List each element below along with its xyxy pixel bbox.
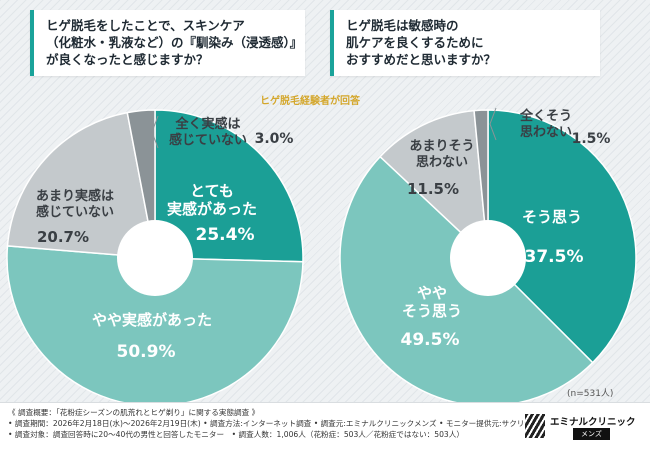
survey-summary-line: 《 調査概要：「花粉症シーズンの肌荒れとヒゲ剃り」に関する実態調査 》 [8, 408, 260, 417]
pie-1-slice-1-value: 25.4% [196, 225, 255, 245]
sample-size: (n=531人) [567, 389, 614, 399]
pie-1-callout-bracket [151, 115, 159, 149]
pie-1-slice-4-label: 全く実感は感じていない [169, 116, 247, 148]
footer: 《 調査概要：「花粉症シーズンの肌荒れとヒゲ剃り」に関する実態調査 》 • 調査… [0, 402, 650, 451]
pie-2-callout-bracket [489, 107, 497, 141]
pie-1-slice-1-label: とても実感があった [167, 182, 257, 218]
pie-2-slice-3 [379, 109, 489, 260]
pie-1-slice-3 [6, 111, 156, 259]
pie-1-slice-4-value: 3.0% [255, 131, 294, 147]
pie-2-slice-1-value: 37.5% [525, 247, 584, 267]
survey-summary-line: • 調査対象：調査回答時に20〜40代の男性と回答したモニター • 調査人数：1… [8, 430, 464, 439]
pie-1-slice-3-label: あまり実感は感じていない [36, 188, 114, 220]
respondent-note: ヒゲ脱毛経験者が回答 [260, 96, 360, 107]
question-1-box: ヒゲ脱毛をしたことで、スキンケア （化粧水・乳液など）の『馴染み（浸透感）』 が… [30, 10, 305, 76]
pie-1-slice-1 [154, 109, 304, 263]
question-2-line: おすすめだと思いますか？ [346, 52, 497, 67]
logo-name: エミナルクリニック [550, 417, 636, 428]
question-2-line: 肌ケアを良くするために [346, 35, 484, 50]
question-1-line: ヒゲ脱毛をしたことで、スキンケア [46, 18, 245, 33]
question-2-box: ヒゲ脱毛は敏感時の 肌ケアを良くするために おすすめだと思いますか？ [330, 10, 600, 76]
pie-2-slice-1 [487, 109, 637, 364]
clinic-logo: エミナルクリニック メンズ [525, 412, 643, 442]
pie-1-slice-3-value: 20.7% [37, 228, 89, 246]
pie-2-slice-1-label: そう思う [522, 208, 582, 226]
pie-2-slice-2-value: 49.5% [401, 330, 460, 350]
logo-sub: メンズ [573, 428, 610, 440]
question-2-line: ヒゲ脱毛は敏感時の [346, 18, 459, 33]
survey-summary-line: • 調査期間：2026年2月18日(水)〜2026年2月19日(木) • 調査方… [8, 419, 532, 428]
logo-mark-icon [525, 414, 545, 438]
pie-2-slice-2-label: ややそう思う [402, 284, 462, 320]
question-1-line: （化粧水・乳液など）の『馴染み（浸透感）』 [46, 35, 303, 50]
pie-2-slice-3-label: あまりそう思わない [409, 139, 474, 170]
pie-1-slice-2-value: 50.9% [117, 342, 176, 362]
pie-2-slice-3-value: 11.5% [407, 180, 459, 198]
question-1-line: が良くなったと感じますか？ [46, 52, 209, 67]
pie-1-center-hole [117, 220, 193, 296]
survey-summary: 《 調査概要：「花粉症シーズンの肌荒れとヒゲ剃り」に関する実態調査 》 • 調査… [8, 407, 532, 440]
pie-2-slice-4-label: 全くそう思わない [519, 108, 572, 140]
pie-2-slice-4-value: 1.5% [572, 131, 611, 147]
pie-1-slice-2-label: やや実感があった [92, 311, 212, 329]
pie-2-center-hole [450, 220, 526, 296]
